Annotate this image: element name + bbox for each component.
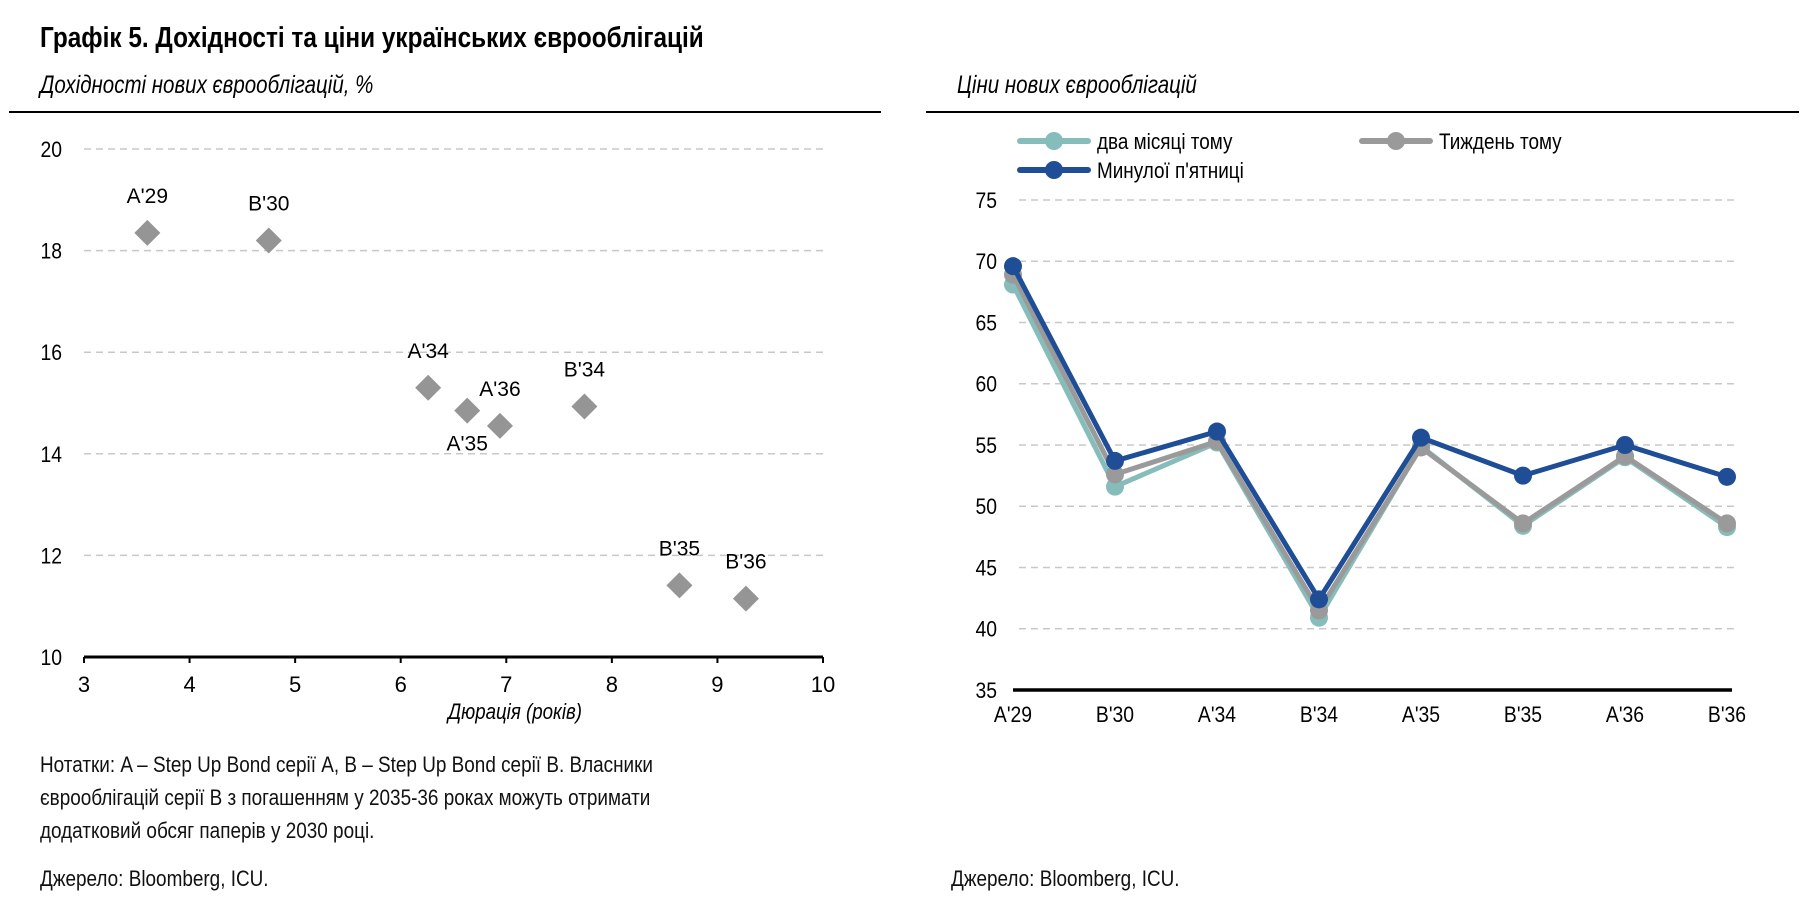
y-tick-label: 35 — [975, 679, 997, 703]
y-tick-label: 60 — [975, 373, 997, 397]
scatter-subtitle: Дохідності нових єврооблігацій, % — [40, 71, 374, 99]
x-category-label: A'34 — [1198, 703, 1236, 727]
y-tick-label: 70 — [975, 250, 997, 274]
notes-line: додатковий обсяг паперів у 2030 році. — [40, 818, 375, 843]
left-divider — [9, 111, 881, 113]
y-tick-label: 16 — [40, 341, 62, 365]
yield-duration-scatter-chart: 10 12 14 16 18 20 3 4 5 6 7 8 9 10 Дюрація (років) A'29… — [40, 138, 835, 725]
y-tick-label: 45 — [975, 556, 997, 580]
right-source: Джерело: Bloomberg, ICU. — [951, 866, 1180, 891]
x-tick-label: 8 — [606, 672, 618, 697]
y-tick-label: 65 — [975, 311, 997, 335]
series-point — [1514, 514, 1532, 533]
data-point-label: B'36 — [725, 551, 766, 574]
right-divider — [926, 111, 1799, 113]
bond-prices-line-chart: 35 40 45 50 55 60 65 70 75 A'29 B'30 A'34 B'34 A'35 B'… — [975, 130, 1746, 728]
data-point-diamond — [486, 412, 513, 439]
y-tick-label: 14 — [40, 443, 62, 467]
notes-line: єврооблігацій серії B з погашенням у 203… — [40, 785, 651, 810]
x-category-label: B'35 — [1504, 703, 1542, 727]
data-point-label: A'34 — [407, 340, 449, 363]
x-tick-label: 10 — [811, 672, 835, 697]
y-tick-label: 10 — [40, 646, 62, 670]
x-tick-label: 6 — [395, 672, 407, 697]
data-point-label: A'35 — [447, 433, 488, 456]
y-tick-label: 12 — [40, 544, 62, 568]
x-category-label: B'34 — [1300, 703, 1338, 727]
line-chart-subtitle: Ціни нових єврооблігацій — [957, 71, 1197, 99]
notes-line: Нотатки: A – Step Up Bond серії A, B – S… — [40, 752, 653, 777]
series-point — [1514, 466, 1532, 485]
data-point-diamond — [134, 219, 161, 246]
data-point-label: A'29 — [127, 185, 168, 208]
series-point — [1616, 436, 1634, 454]
figure-title: Графік 5. Дохідності та ціни українських… — [40, 22, 704, 54]
y-tick-label: 20 — [40, 138, 62, 162]
legend-swatch-marker — [1387, 132, 1405, 150]
series-point — [1412, 428, 1430, 447]
series-point — [1106, 465, 1124, 484]
x-tick-label: 3 — [78, 672, 90, 697]
legend-swatch-marker — [1045, 132, 1063, 150]
y-tick-label: 50 — [975, 495, 997, 519]
x-category-label: A'35 — [1402, 703, 1440, 727]
data-point-diamond — [666, 572, 693, 599]
legend-label: два місяці тому — [1097, 130, 1233, 155]
data-point-diamond — [732, 585, 759, 612]
y-tick-label: 75 — [975, 189, 997, 213]
y-tick-label: 55 — [975, 434, 997, 458]
data-point-label: B'30 — [248, 192, 289, 215]
series-point — [1718, 514, 1736, 533]
series-line — [1010, 264, 1728, 602]
series-point — [1310, 590, 1328, 609]
data-point-diamond — [454, 397, 481, 424]
notes: Нотатки: A – Step Up Bond серії A, B – S… — [40, 748, 653, 847]
y-tick-label: 40 — [975, 618, 997, 642]
series-point — [1718, 467, 1736, 486]
x-tick-label: 7 — [500, 672, 512, 697]
legend-label: Минулої п'ятниці — [1097, 159, 1244, 184]
data-point-diamond — [571, 393, 598, 420]
x-category-label: A'29 — [994, 703, 1032, 727]
x-category-label: B'36 — [1708, 703, 1746, 727]
x-tick-label: 5 — [289, 672, 301, 697]
x-axis-title: Дюрація (років) — [446, 701, 582, 725]
y-tick-label: 18 — [40, 239, 62, 263]
x-tick-label: 9 — [711, 672, 723, 697]
left-source: Джерело: Bloomberg, ICU. — [40, 866, 269, 891]
data-point-diamond — [255, 227, 282, 254]
series-point — [1004, 257, 1022, 276]
x-category-label: A'36 — [1606, 703, 1644, 727]
x-category-label: B'30 — [1096, 703, 1134, 727]
data-point-label: B'35 — [659, 537, 700, 560]
legend-label: Тиждень тому — [1439, 130, 1562, 155]
legend-swatch-marker — [1045, 161, 1063, 179]
data-point-label: A'36 — [479, 378, 520, 401]
series-point — [1106, 451, 1124, 470]
series-point — [1208, 422, 1226, 441]
data-point-diamond — [415, 374, 442, 401]
data-point-label: B'34 — [564, 359, 606, 382]
series-line — [1010, 273, 1729, 613]
x-tick-label: 4 — [183, 672, 195, 697]
